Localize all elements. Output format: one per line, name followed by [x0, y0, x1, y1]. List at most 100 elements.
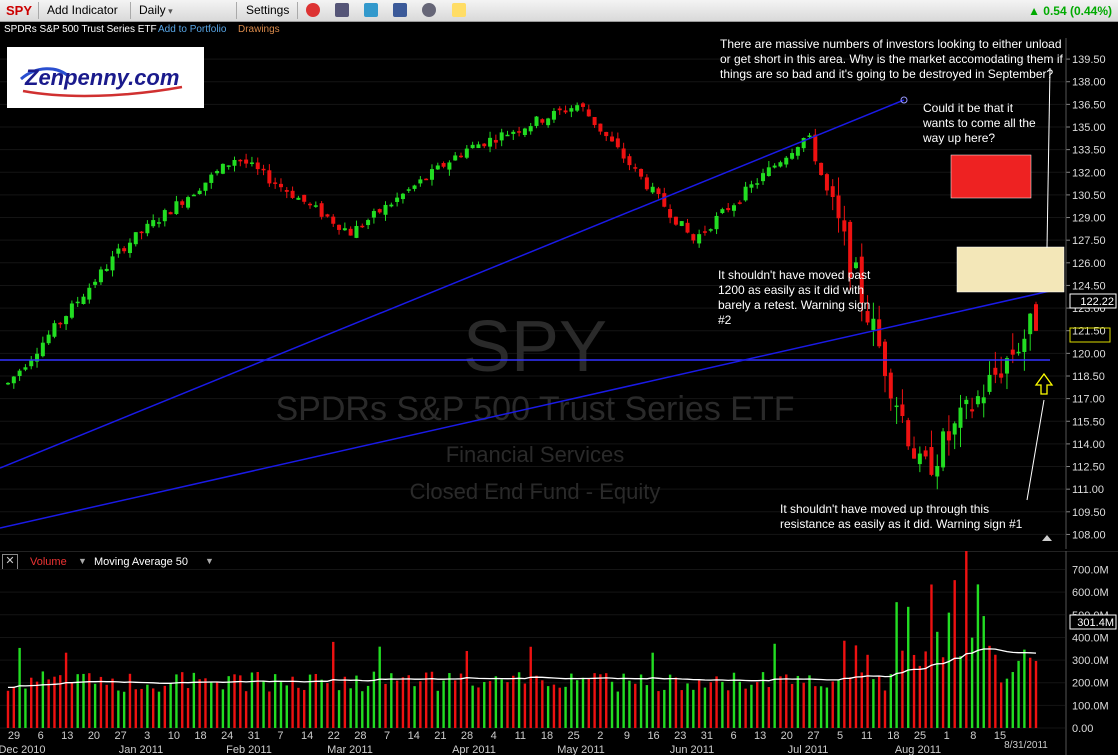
volume-bar	[99, 676, 103, 728]
facebook-icon[interactable]	[393, 3, 407, 17]
volume-bar	[146, 684, 149, 728]
volume-bar	[866, 654, 869, 728]
candle-body	[325, 214, 330, 217]
volume-bar	[686, 683, 689, 728]
price-change: ▲ 0.54 (0.44%)	[1028, 4, 1112, 18]
candle-body	[505, 134, 510, 137]
candle-body	[1028, 313, 1033, 335]
period-select[interactable]: Daily	[139, 3, 173, 17]
volume-bar	[523, 683, 527, 728]
candle-body	[331, 216, 336, 224]
candle-body	[1010, 349, 1015, 355]
volume-bar	[285, 685, 288, 728]
volume-bar	[738, 681, 741, 728]
price-highlight-box	[1069, 327, 1111, 343]
x-day-label: 21	[434, 730, 446, 742]
candle-body	[209, 174, 214, 183]
volume-bar	[709, 682, 712, 728]
candle-body	[35, 353, 40, 362]
volume-bar	[558, 687, 561, 728]
volume-bar	[808, 675, 811, 728]
volume-bar	[517, 672, 521, 728]
x-month-label: Aug 2011	[895, 744, 941, 755]
candle-body	[6, 382, 10, 385]
book-icon[interactable]	[335, 3, 349, 17]
candle-body	[807, 135, 812, 138]
add-to-portfolio-link[interactable]: Add to Portfolio	[158, 24, 227, 35]
volume-bar	[843, 640, 846, 728]
chevron-down-icon[interactable]: ▼	[78, 556, 87, 566]
candle-body	[226, 165, 231, 167]
price-chart[interactable]: SPY SPDRs S&P 500 Trust Series ETF Finan…	[0, 38, 1118, 549]
annotation-bottom: It shouldn't have moved up through this …	[780, 502, 1023, 531]
volume-chart[interactable]: 700.0M600.0M500.0M400.0M300.0M200.0M100.…	[0, 551, 1118, 755]
volume-bar	[767, 687, 771, 728]
drawings-link[interactable]: Drawings	[238, 24, 280, 35]
volume-bar	[297, 687, 300, 728]
trendline-handle[interactable]	[900, 96, 908, 104]
candle-body	[952, 423, 957, 435]
trendline-lower[interactable]	[0, 290, 1051, 529]
candle-body	[337, 224, 342, 230]
scroll-up-icon[interactable]	[1042, 535, 1052, 541]
up-arrow-icon	[1034, 372, 1054, 395]
volume-bar	[401, 677, 405, 728]
volume-bar	[854, 645, 858, 728]
volume-bar	[860, 672, 863, 728]
volume-bar	[343, 676, 347, 728]
ticker-symbol[interactable]: SPY	[6, 3, 33, 18]
candle-body	[23, 367, 28, 370]
binoculars-icon[interactable]	[422, 3, 436, 17]
zenpenny-logo[interactable]: Zenpenny.com	[7, 47, 204, 108]
trendline-upper[interactable]	[0, 99, 905, 469]
candle-body	[499, 132, 504, 141]
x-day-label: 4	[491, 730, 497, 742]
volume-bar	[192, 672, 196, 728]
volume-bar	[18, 647, 21, 728]
twitter-icon[interactable]	[364, 3, 378, 17]
volume-bar	[314, 673, 318, 728]
volume-bar	[93, 683, 97, 728]
candle-body	[929, 447, 934, 475]
volume-bar	[779, 676, 782, 728]
candle-body	[737, 202, 742, 204]
volume-bar	[169, 682, 172, 728]
settings-button[interactable]: Settings	[246, 3, 290, 17]
volume-bar	[1034, 660, 1038, 728]
alarm-clock-icon[interactable]	[306, 3, 320, 17]
volume-bar	[157, 691, 161, 728]
x-day-label: 15	[994, 730, 1006, 742]
ma-chevron-down-icon[interactable]: ▼	[205, 556, 214, 566]
note-icon[interactable]	[452, 3, 466, 17]
volume-bar	[674, 677, 678, 728]
watermark-sector: Financial Services	[446, 442, 625, 467]
candle-body	[87, 287, 92, 300]
target-zone-red[interactable]	[950, 154, 1032, 199]
candle-body	[69, 303, 74, 318]
candle-body	[935, 465, 940, 477]
x-day-label: 6	[38, 730, 44, 742]
x-day-label: 23	[674, 730, 686, 742]
zone-beige[interactable]	[956, 246, 1065, 293]
candle-body	[418, 179, 423, 184]
volume-bar	[163, 685, 167, 728]
candle-body	[342, 228, 347, 231]
volume-bar	[936, 631, 939, 728]
candle-body	[644, 177, 649, 190]
candle-body	[691, 234, 696, 241]
volume-bar	[128, 673, 132, 728]
x-day-label: 16	[647, 730, 659, 742]
candle-body	[882, 341, 887, 377]
candle-body	[249, 162, 254, 164]
x-day-label: 27	[114, 730, 126, 742]
volume-bar	[332, 641, 335, 728]
candle-body	[551, 110, 556, 120]
candle-body	[999, 373, 1004, 378]
candle-body	[784, 157, 789, 165]
volume-bar	[959, 656, 962, 728]
volume-bar	[122, 691, 126, 728]
volume-tick-label: 700.0M	[1072, 565, 1109, 577]
add-indicator-button[interactable]: Add Indicator	[47, 3, 118, 17]
candle-body	[941, 431, 946, 468]
candle-body	[412, 185, 417, 189]
